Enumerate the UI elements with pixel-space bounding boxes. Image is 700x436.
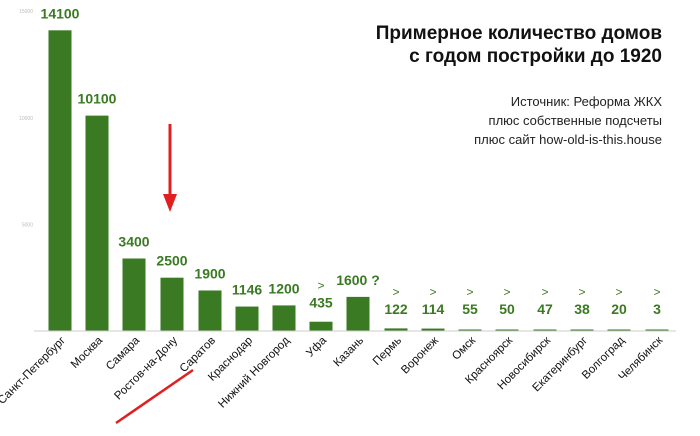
bar xyxy=(122,258,146,331)
x-tick-label: Санкт-Петербург xyxy=(0,335,68,407)
x-tick-label: Воронеж xyxy=(399,334,441,376)
y-tick-label: 15000 xyxy=(19,9,33,15)
bar xyxy=(570,329,594,331)
annotations xyxy=(115,124,194,425)
chart-title-line: Примерное количество домов xyxy=(375,23,662,44)
data-label: 38 xyxy=(574,301,590,317)
data-label: 1600 ? xyxy=(336,272,380,288)
label-prefix: > xyxy=(392,285,399,299)
label-prefix: > xyxy=(429,285,436,299)
bar xyxy=(48,30,72,331)
data-label: 122 xyxy=(384,301,408,317)
bar xyxy=(160,277,184,331)
bar xyxy=(607,329,631,331)
label-prefix: > xyxy=(615,285,622,299)
bar xyxy=(495,329,519,331)
y-axis-ticks: 5000 10000 15000 xyxy=(19,9,33,228)
source-note: Источник: Реформа ЖКХ плюс собственные п… xyxy=(474,92,662,149)
y-tick-label: 5000 xyxy=(22,222,33,228)
data-label: 14100 xyxy=(41,5,80,21)
x-tick-label: Москва xyxy=(69,334,106,371)
data-label: 20 xyxy=(611,301,627,317)
source-line: плюс сайт how-old-is-this.house xyxy=(474,132,662,147)
data-label: 10100 xyxy=(78,91,117,107)
source-line: плюс собственные подсчеты xyxy=(488,113,662,128)
data-label: 114 xyxy=(422,301,445,317)
source-line: Источник: Реформа ЖКХ xyxy=(510,94,662,109)
data-label: 1200 xyxy=(268,280,299,296)
label-prefix: > xyxy=(317,279,324,293)
data-label: 1900 xyxy=(194,265,225,281)
bar xyxy=(85,115,109,332)
chart-title-line: с годом постройки до 1920 xyxy=(409,46,662,67)
chart-title: Примерное количество домов с годом постр… xyxy=(376,22,662,68)
data-label: 55 xyxy=(462,301,478,317)
data-label: 3400 xyxy=(118,233,149,249)
data-labels: 14100 10100 3400 2500 1900 1146 1200 435 > 1600 ?… xyxy=(41,5,662,317)
bar xyxy=(384,328,408,331)
bar xyxy=(346,296,370,331)
label-prefix: > xyxy=(653,285,660,299)
highlight-arrow-head xyxy=(163,194,177,212)
data-label: 3 xyxy=(653,301,661,317)
bar xyxy=(198,290,222,331)
bar xyxy=(533,329,557,331)
data-label: 47 xyxy=(537,301,553,317)
x-tick-label: Казань xyxy=(331,335,366,370)
bar xyxy=(272,305,296,331)
data-label: 2500 xyxy=(156,253,187,269)
x-tick-label: Омск xyxy=(450,334,479,363)
bar xyxy=(645,329,669,331)
x-tick-label: Самара xyxy=(104,334,143,373)
data-label: 1146 xyxy=(232,282,263,298)
bars xyxy=(48,30,669,332)
x-tick-label: Нижний Новгород xyxy=(216,334,292,410)
y-tick-label: 10000 xyxy=(19,116,33,122)
x-tick-label: Пермь xyxy=(371,335,404,368)
label-prefix: > xyxy=(541,285,548,299)
bar xyxy=(235,306,259,331)
bar xyxy=(421,328,445,331)
label-prefix: > xyxy=(503,285,510,299)
bar xyxy=(309,321,333,331)
data-label: 435 xyxy=(309,295,333,311)
data-label: 50 xyxy=(499,301,515,317)
highlight-underline xyxy=(115,368,194,425)
bar xyxy=(458,329,482,331)
label-prefix: > xyxy=(466,285,473,299)
x-tick-label: Уфа xyxy=(304,334,329,359)
x-axis-labels: Санкт-Петербург МоскваСамараРостов-на-Дон… xyxy=(0,334,666,410)
label-prefix: > xyxy=(578,285,585,299)
